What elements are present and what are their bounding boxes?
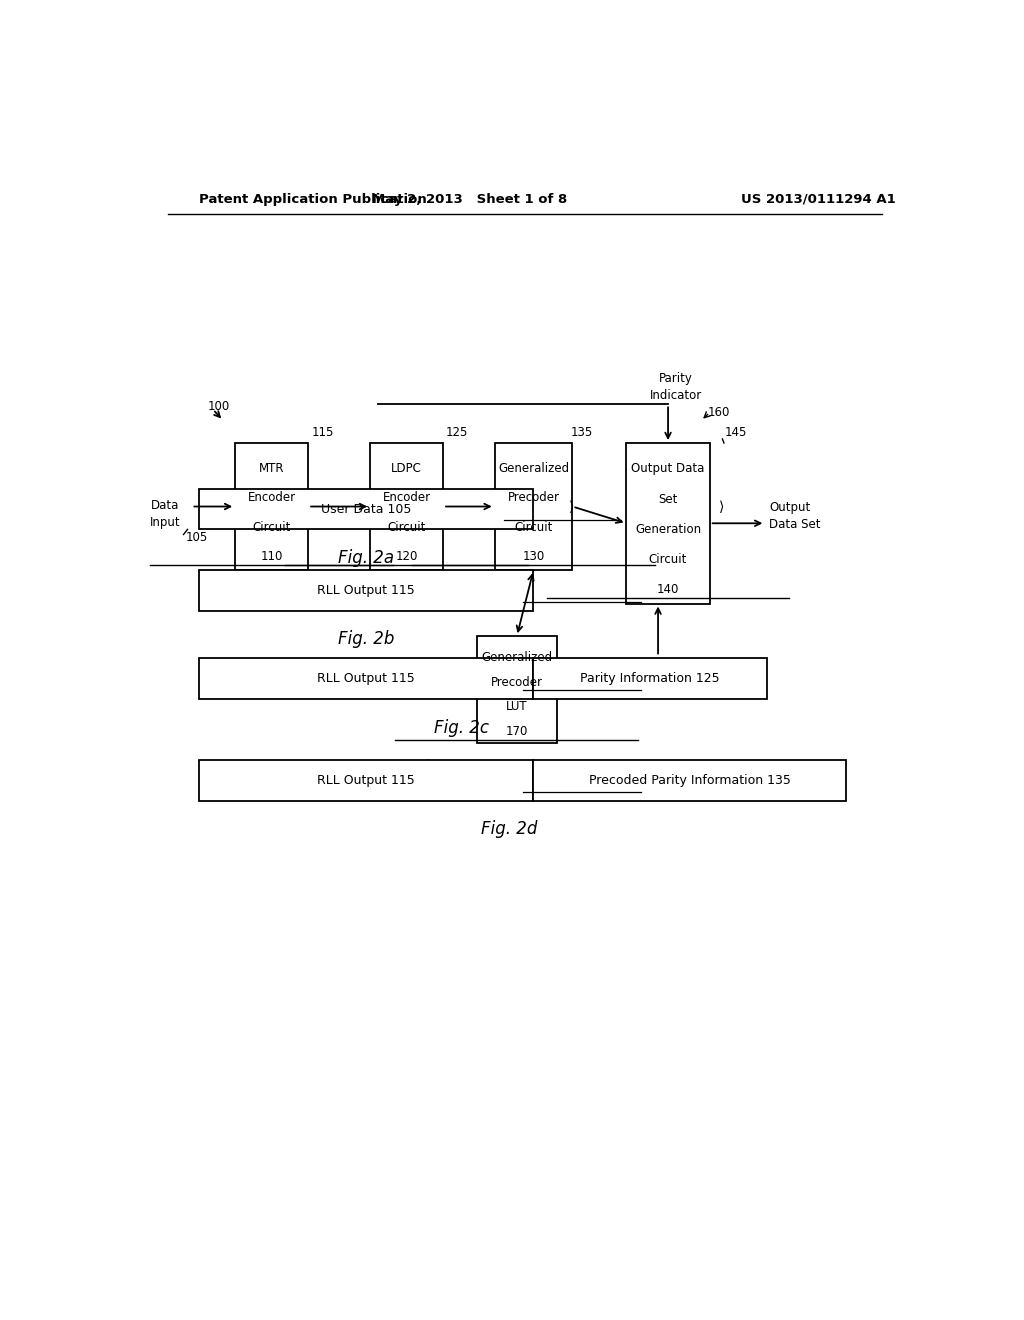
Text: ⟩: ⟩ xyxy=(440,500,445,513)
Bar xyxy=(200,760,532,801)
Bar xyxy=(200,570,532,611)
Text: Precoded Parity Information 135: Precoded Parity Information 135 xyxy=(589,774,791,787)
Text: LUT: LUT xyxy=(506,701,527,713)
Text: Set: Set xyxy=(658,492,678,506)
Bar xyxy=(495,444,572,570)
Text: 160: 160 xyxy=(708,407,730,418)
Text: Parity Information 125: Parity Information 125 xyxy=(580,672,720,685)
Text: MTR: MTR xyxy=(259,462,285,475)
Text: RLL Output 115: RLL Output 115 xyxy=(317,774,415,787)
Text: Generalized: Generalized xyxy=(481,651,552,664)
Text: 100: 100 xyxy=(207,400,229,413)
Text: Generalized: Generalized xyxy=(498,462,569,475)
Text: Circuit: Circuit xyxy=(649,553,687,566)
Text: 170: 170 xyxy=(506,725,528,738)
Text: Fig. 2d: Fig. 2d xyxy=(480,820,538,838)
Text: Patent Application Publication: Patent Application Publication xyxy=(200,193,427,206)
Text: Fig. 2b: Fig. 2b xyxy=(338,630,394,648)
Text: 115: 115 xyxy=(312,426,335,440)
Text: Circuit: Circuit xyxy=(514,520,553,533)
Text: 110: 110 xyxy=(260,550,283,564)
Bar xyxy=(200,488,532,529)
Text: Output Data: Output Data xyxy=(632,462,705,475)
Text: ⟩: ⟩ xyxy=(306,500,311,513)
Bar xyxy=(477,636,557,743)
Text: ⟩: ⟩ xyxy=(569,500,574,513)
Text: US 2013/0111294 A1: US 2013/0111294 A1 xyxy=(741,193,896,206)
Bar xyxy=(200,659,532,700)
Text: 140: 140 xyxy=(656,583,679,597)
Text: ⟩: ⟩ xyxy=(719,500,724,513)
Text: RLL Output 115: RLL Output 115 xyxy=(317,672,415,685)
Bar xyxy=(236,444,308,570)
Text: Encoder: Encoder xyxy=(383,491,431,504)
Text: Data
Input: Data Input xyxy=(150,499,180,529)
Text: Encoder: Encoder xyxy=(248,491,296,504)
Text: 105: 105 xyxy=(186,531,208,544)
Text: Precoder: Precoder xyxy=(508,491,559,504)
Bar xyxy=(532,659,767,700)
Text: RLL Output 115: RLL Output 115 xyxy=(317,583,415,597)
Text: Output
Data Set: Output Data Set xyxy=(769,502,820,531)
Text: Circuit: Circuit xyxy=(253,520,291,533)
Text: User Data 105: User Data 105 xyxy=(321,503,412,516)
Text: Precoder: Precoder xyxy=(490,676,543,689)
Text: Circuit: Circuit xyxy=(387,520,426,533)
Text: 135: 135 xyxy=(570,426,593,440)
Text: Fig. 2a: Fig. 2a xyxy=(338,549,394,566)
Text: 145: 145 xyxy=(725,426,748,440)
Text: 120: 120 xyxy=(395,550,418,564)
Text: Fig. 1: Fig. 1 xyxy=(415,759,461,777)
Text: Parity
Indicator: Parity Indicator xyxy=(649,372,701,403)
Text: 125: 125 xyxy=(445,426,468,440)
Text: 130: 130 xyxy=(522,550,545,564)
Text: LDPC: LDPC xyxy=(391,462,422,475)
Text: Fig. 2c: Fig. 2c xyxy=(434,718,488,737)
Bar xyxy=(370,444,443,570)
Bar xyxy=(627,444,710,603)
Text: May 2, 2013   Sheet 1 of 8: May 2, 2013 Sheet 1 of 8 xyxy=(372,193,567,206)
Text: Generation: Generation xyxy=(635,523,701,536)
Bar xyxy=(532,760,846,801)
